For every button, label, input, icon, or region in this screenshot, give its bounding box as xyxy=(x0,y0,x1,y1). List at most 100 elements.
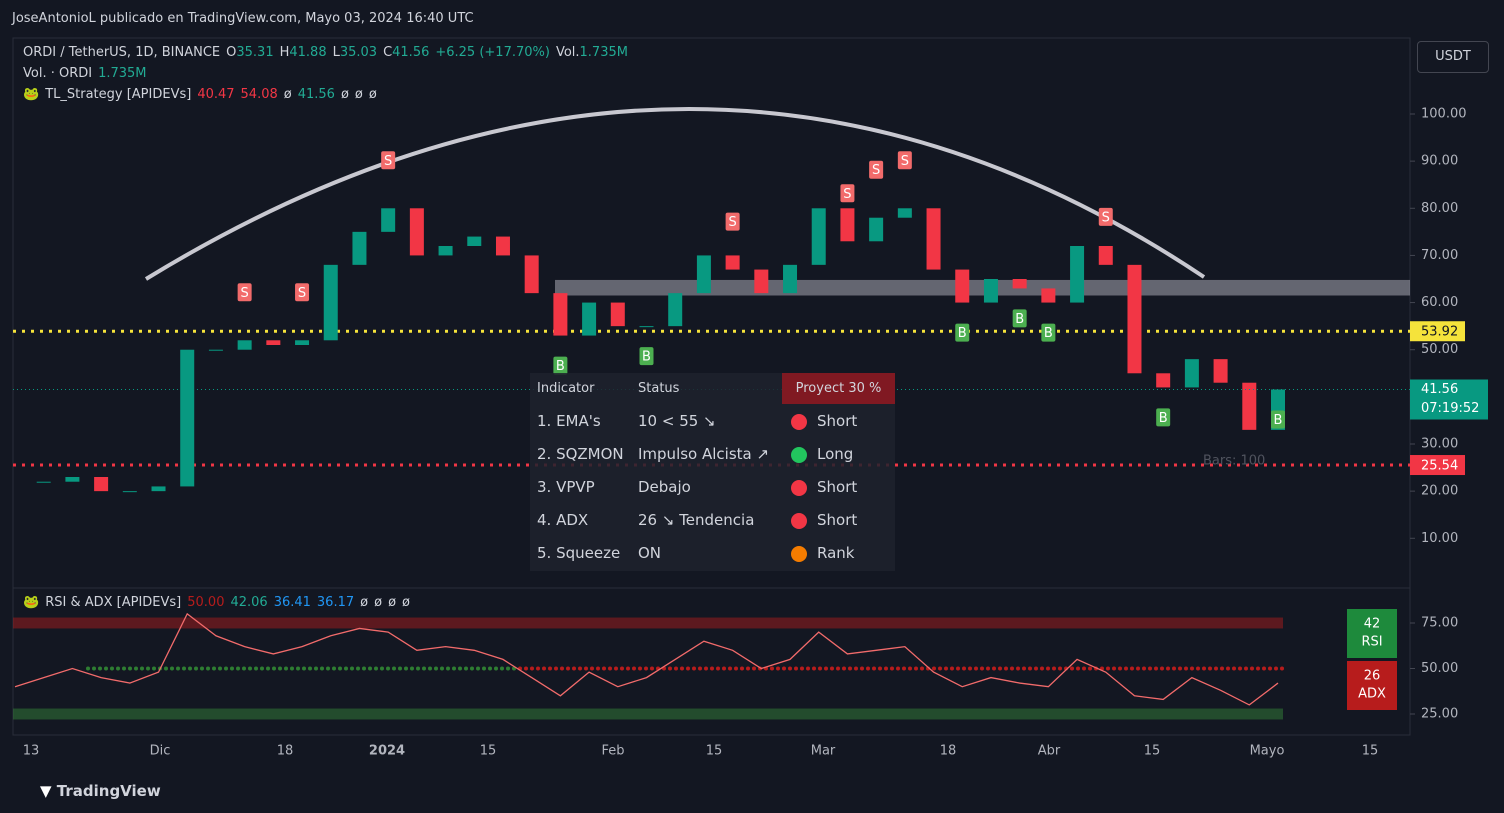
midline-dot xyxy=(740,666,744,671)
midline-dot xyxy=(1154,666,1158,671)
signal-badge xyxy=(295,283,310,302)
rsi-badge xyxy=(1347,609,1397,658)
midline-dot xyxy=(458,666,462,671)
candle-body xyxy=(582,302,597,336)
midline-dot xyxy=(116,666,120,671)
midline-dot xyxy=(326,666,330,671)
midline-dot xyxy=(1256,666,1260,671)
midline-dot xyxy=(590,666,594,671)
signal-badge xyxy=(840,184,855,203)
x-tick-label: Mayo xyxy=(1250,744,1285,759)
midline-dot xyxy=(944,666,948,671)
signal-label: S xyxy=(728,215,736,230)
midline-dot xyxy=(794,666,798,671)
brand-name: TradingView xyxy=(56,782,161,800)
signal-badge xyxy=(869,160,884,179)
midline-dot xyxy=(128,666,132,671)
midline-dot xyxy=(692,666,696,671)
midline-dot xyxy=(1052,666,1056,671)
midline-dot xyxy=(1196,666,1200,671)
table-cell: ON xyxy=(638,544,662,562)
midline-dot xyxy=(464,666,468,671)
midline-dot xyxy=(1202,666,1206,671)
midline-dot xyxy=(422,666,426,671)
midline-dot xyxy=(596,666,600,671)
countdown: 07:19:52 xyxy=(1421,401,1479,416)
midline-dot xyxy=(164,666,168,671)
midline-dot xyxy=(140,666,144,671)
currency-button[interactable]: USDT xyxy=(1417,41,1489,73)
midline-dot xyxy=(356,666,360,671)
midline-dot xyxy=(1106,666,1110,671)
table-cell: 3. VPVP xyxy=(537,478,595,496)
candle-body xyxy=(725,255,740,270)
midline-dot xyxy=(1010,666,1014,671)
midline-dot xyxy=(914,666,918,671)
midline-dot xyxy=(194,666,198,671)
rsi-badge-value: 42 xyxy=(1364,617,1381,632)
midline-dot xyxy=(146,666,150,671)
ohlc-value: 35.03 xyxy=(339,45,378,60)
midline-dot xyxy=(1226,666,1230,671)
midline-dot xyxy=(1262,666,1266,671)
midline-dot xyxy=(584,666,588,671)
ohlc-item: H 41.88 xyxy=(280,45,327,60)
ohlc-item: L 35.03 xyxy=(333,45,377,60)
midline-dot xyxy=(452,666,456,671)
midline-dot xyxy=(878,666,882,671)
level-label: 53.92 xyxy=(1421,325,1458,340)
status-dot xyxy=(791,513,807,529)
candle-body xyxy=(955,269,970,303)
midline-dot xyxy=(92,666,96,671)
midline-dot xyxy=(842,666,846,671)
ohlc-key: C xyxy=(383,45,393,60)
midline-dot xyxy=(290,666,294,671)
status-dot xyxy=(791,447,807,463)
midline-dot xyxy=(1022,666,1026,671)
midline-dot xyxy=(188,666,192,671)
midline-dot xyxy=(776,666,780,671)
midline-dot xyxy=(182,666,186,671)
midline-dot xyxy=(368,666,372,671)
midline-dot xyxy=(746,666,750,671)
y-tick-label: 30.00 xyxy=(1421,437,1458,452)
midline-dot xyxy=(680,666,684,671)
table-cell: 1. EMA's xyxy=(537,412,601,430)
table-cell: 10 < 55 ↘ xyxy=(638,412,716,430)
status-dot xyxy=(791,546,807,562)
signal-label: B xyxy=(958,326,967,341)
signal-badge xyxy=(1041,323,1056,342)
legend-volume: Vol. · ORDI 1.735M xyxy=(23,66,147,81)
midline-dot xyxy=(716,666,720,671)
midline-dot xyxy=(1232,666,1236,671)
ohlc-value: 35.31 xyxy=(236,45,274,60)
midline-dot xyxy=(392,666,396,671)
midline-dot xyxy=(824,666,828,671)
x-tick-label: Feb xyxy=(601,744,624,759)
midline-dot xyxy=(1004,666,1008,671)
midline-dot xyxy=(284,666,288,671)
midline-dot xyxy=(1178,666,1182,671)
midline-dot xyxy=(254,666,258,671)
midline-dot xyxy=(848,666,852,671)
midline-dot xyxy=(908,666,912,671)
midline-dot xyxy=(650,666,654,671)
table-cell: Short xyxy=(817,478,858,496)
rsi-value: ø xyxy=(402,595,410,610)
legend-rsi: 🐸 RSI & ADX [APIDEVs] 50.00 42.06 36.41 36.17… xyxy=(23,595,410,610)
midline-dot xyxy=(1136,666,1140,671)
signal-label: B xyxy=(1274,413,1283,428)
x-tick-label: 15 xyxy=(706,744,723,759)
ohlc-key: L xyxy=(332,45,340,60)
candle-body xyxy=(668,293,683,327)
candle-body xyxy=(438,246,453,256)
midline-dot xyxy=(176,666,180,671)
midline-dot xyxy=(1118,666,1122,671)
midline-dot xyxy=(98,666,102,671)
midline-dot xyxy=(620,666,624,671)
x-tick-label: 15 xyxy=(1362,744,1379,759)
midline-dot xyxy=(638,666,642,671)
candle-body xyxy=(811,208,826,265)
volume-value: 1.735M xyxy=(98,66,147,81)
midline-dot xyxy=(542,666,546,671)
